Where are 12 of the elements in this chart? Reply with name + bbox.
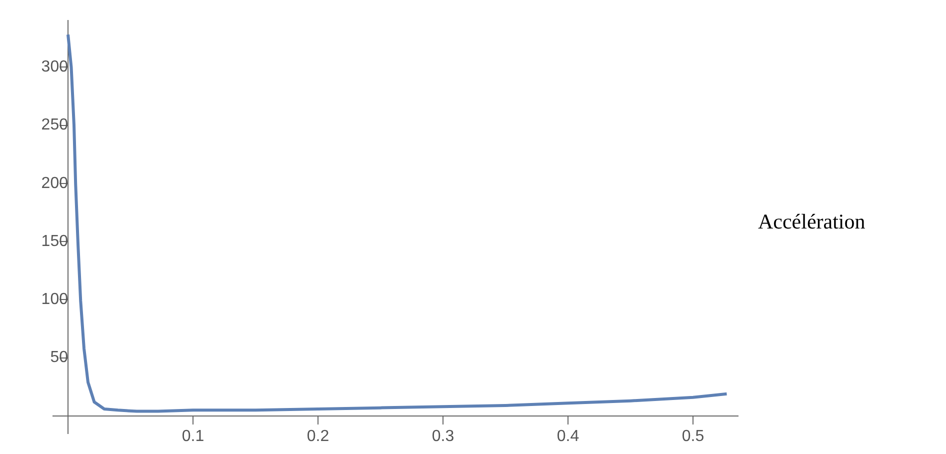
y-tick-label: 250 — [41, 116, 68, 134]
x-tick-label: 0.3 — [432, 428, 454, 445]
y-tick-label: 200 — [41, 174, 68, 192]
y-tick-label: 100 — [41, 291, 68, 308]
y-tick-label: 50 — [50, 349, 68, 366]
x-tick-label: 0.4 — [556, 428, 580, 445]
x-tick-label: 0.2 — [306, 428, 330, 445]
text: Accélération — [758, 210, 866, 234]
x-tick-label: 0.5 — [682, 428, 704, 445]
x-tick-label: 0.1 — [182, 428, 204, 445]
y-tick-label: 150 — [41, 232, 68, 250]
y-tick-label: 300 — [41, 58, 68, 76]
